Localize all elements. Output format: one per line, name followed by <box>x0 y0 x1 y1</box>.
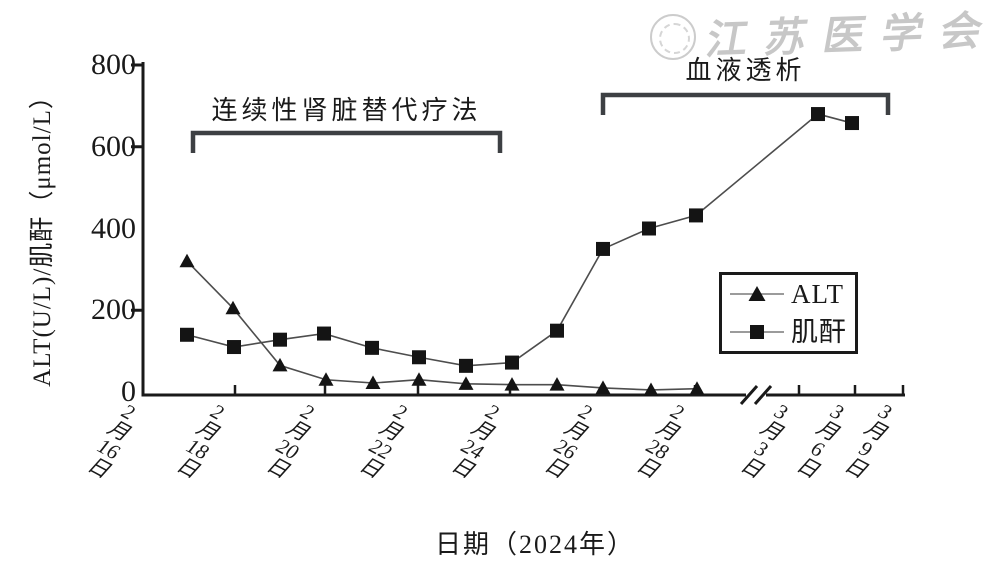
y-tick-label: 600 <box>91 129 136 163</box>
alt-point-marker <box>318 372 334 386</box>
annotation-hemodialysis-label: 血液透析 <box>685 56 806 85</box>
creatinine-point-marker <box>689 208 703 223</box>
axis-break-icon <box>739 385 759 405</box>
creatinine-point-marker <box>642 221 656 236</box>
creatinine-point-marker <box>596 241 610 256</box>
y-tick-label: 200 <box>91 293 136 327</box>
creatinine-point-marker <box>412 350 426 365</box>
creatinine-point-marker <box>811 107 825 122</box>
creatinine-line <box>186 113 853 367</box>
alt-point-marker <box>549 377 565 391</box>
creatinine-point-marker <box>180 327 194 342</box>
alt-point-marker <box>595 380 611 394</box>
y-tick-label: 0 <box>121 375 136 408</box>
alt-point-marker <box>458 376 474 390</box>
alt-point-marker <box>225 300 241 315</box>
alt-point-marker <box>365 375 381 390</box>
alt-point-marker <box>504 377 520 391</box>
legend-triangle-marker-icon <box>730 286 784 301</box>
alt-point-marker <box>411 372 427 386</box>
creatinine-point-marker <box>550 323 564 338</box>
hemodialysis-bracket <box>600 92 891 115</box>
creatinine-point-marker <box>273 332 287 347</box>
y-tick-label: 400 <box>91 211 136 245</box>
legend-box: ALT 肌酐 <box>719 272 858 354</box>
creatinine-point-marker <box>227 340 241 355</box>
y-tick-label: 800 <box>91 48 136 81</box>
alt-point-marker <box>179 253 195 268</box>
alt-point-marker <box>689 381 705 395</box>
legend-label: 肌酐 <box>791 316 847 347</box>
legend-square-marker-icon <box>730 325 784 339</box>
alt-point-marker <box>272 357 288 372</box>
creatinine-point-marker <box>365 340 379 355</box>
annotation-crrt-label: 连续性肾脏替代疗法 <box>211 96 482 125</box>
creatinine-point-marker <box>459 358 473 373</box>
legend-row: 肌酐 <box>729 314 855 350</box>
y-axis-title: ALT(U/L)/肌酐（μmol/L） <box>29 83 56 387</box>
axis-break-icon <box>753 385 773 405</box>
alt-line <box>186 260 698 391</box>
creatinine-point-marker <box>845 116 859 131</box>
x-axis-title: 日期（2024年） <box>434 530 635 559</box>
alt-point-marker <box>643 382 659 396</box>
creatinine-point-marker <box>317 326 331 341</box>
legend-row: ALT <box>729 276 855 312</box>
creatinine-point-marker <box>505 355 519 370</box>
crrt-bracket <box>190 130 503 153</box>
legend-label: ALT <box>791 278 845 309</box>
